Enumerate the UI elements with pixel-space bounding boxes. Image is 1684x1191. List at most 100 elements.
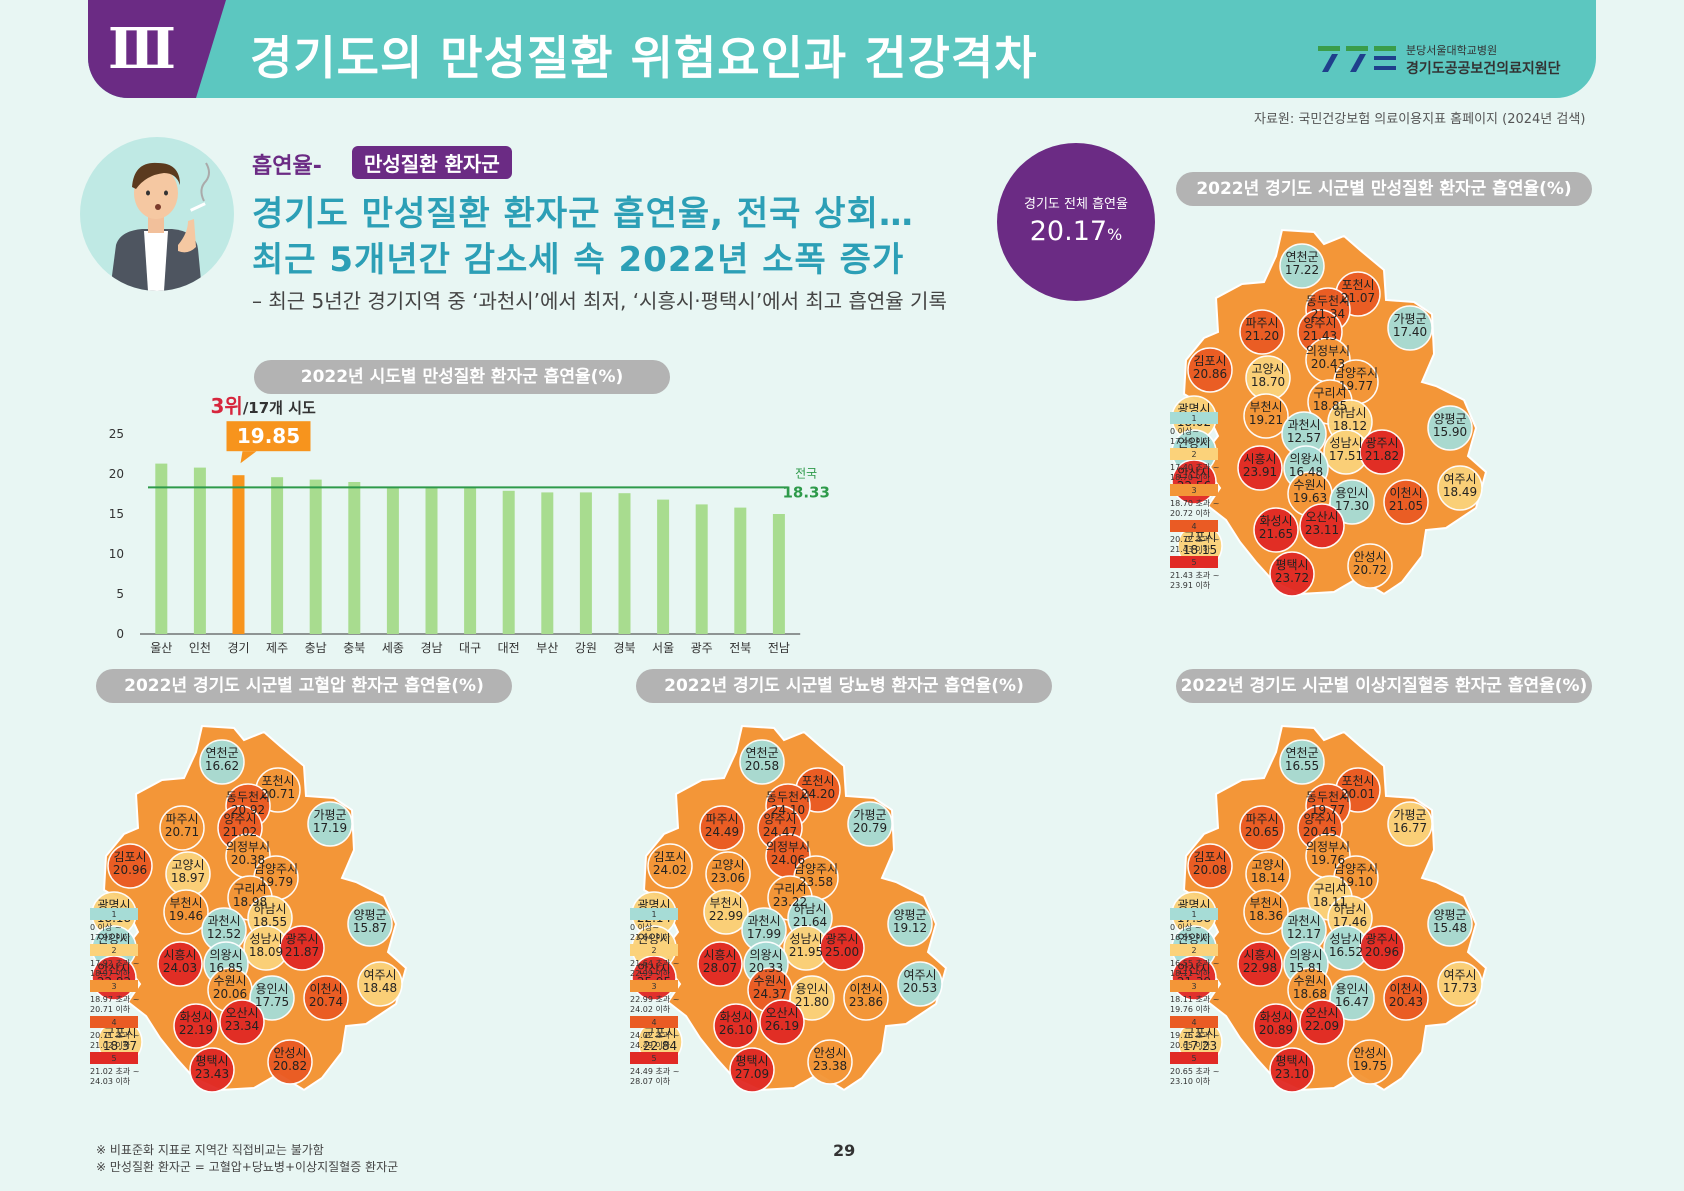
- headline-line-2: 최근 5개년간 감소세 속 2022년 소폭 증가: [252, 240, 905, 280]
- region-name: 포천시: [1341, 277, 1374, 292]
- region-오산시: [1299, 503, 1345, 549]
- bar-대구: [464, 487, 477, 634]
- x-tick-label: 전북: [729, 641, 751, 655]
- x-tick-label: 광주: [691, 641, 713, 655]
- bar-강원: [579, 492, 592, 634]
- region-value: 20.53: [903, 981, 937, 995]
- region-value: 28.07: [703, 961, 737, 975]
- topic-badge: 만성질환 환자군: [352, 146, 512, 179]
- region-name: 화성시: [179, 1010, 212, 1024]
- region-value: 24.10: [771, 803, 805, 817]
- legend-range: 17.92 초과 ~: [90, 959, 139, 968]
- bar-서울: [657, 499, 670, 634]
- region-광주시: [1359, 429, 1405, 475]
- legend-class: 1: [1191, 414, 1196, 423]
- y-tick-label: 5: [116, 587, 124, 601]
- y-tick-label: 0: [116, 627, 124, 641]
- region-name: 군포시: [643, 1026, 676, 1040]
- region-오산시: [759, 999, 805, 1045]
- legend-range: 16.55 이하: [1170, 932, 1211, 942]
- region-value: 18.97: [171, 871, 205, 885]
- region-광주시: [1359, 925, 1405, 971]
- legend-range: 17.40 이하: [1170, 436, 1211, 446]
- x-tick-label: 충북: [343, 641, 365, 655]
- region-김포시: [1187, 347, 1233, 393]
- region-name: 수원시: [753, 974, 786, 988]
- region-name: 수원시: [213, 974, 246, 988]
- region-name: 김포시: [653, 850, 686, 864]
- region-value: 16.47: [1335, 995, 1369, 1009]
- region-name: 시흥시: [703, 948, 736, 962]
- legend-class: 4: [651, 1018, 656, 1027]
- region-용인시: [789, 975, 835, 1021]
- region-name: 구리시: [773, 882, 806, 896]
- region-value: 17.46: [1333, 915, 1367, 929]
- region-양평군: [347, 901, 393, 947]
- region-value: 15.81: [1289, 961, 1323, 975]
- map-legend: 1 0 이상~17.40 이하 2 17.40 초과 ~18.70 이하 3 18.70 …: [1170, 412, 1219, 590]
- region-name: 여주시: [1443, 968, 1476, 982]
- region-value: 16.52: [1329, 945, 1363, 959]
- rank-value-box: [226, 421, 311, 452]
- x-tick-label: 대전: [498, 641, 520, 655]
- region-name: 평택시: [1275, 1054, 1308, 1068]
- region-name: 이천시: [309, 981, 342, 996]
- region-안성시: [1347, 543, 1393, 589]
- region-value: 18.12: [1333, 419, 1367, 433]
- map-diabetes: 연천군20.58포천시24.20동두천시24.10파주시24.49양주시24.4…: [630, 724, 948, 1093]
- legend-range: 17.40 초과 ~: [1170, 463, 1219, 472]
- region-name: 양평군: [353, 908, 386, 922]
- region-name: 용인시: [1335, 486, 1368, 500]
- legend-range: 20.72 초과 ~: [1170, 535, 1219, 544]
- legend-range: 24.02 초과 ~: [630, 1031, 679, 1040]
- region-value: 24.49: [705, 825, 739, 839]
- legend-swatch: [630, 980, 678, 992]
- y-tick-label: 10: [109, 547, 124, 561]
- region-오산시: [1299, 999, 1345, 1045]
- bar-전남: [772, 514, 785, 634]
- region-name: 양주시: [223, 812, 256, 826]
- bar-chart-title: 2022년 시도별 만성질환 환자군 흡연율(%): [254, 360, 670, 394]
- legend-range: 23.91 이하: [1170, 580, 1211, 590]
- region-name: 파주시: [1245, 316, 1278, 330]
- region-name: 안산시: [97, 962, 130, 976]
- region-name: 의정부시: [226, 840, 270, 854]
- region-용인시: [249, 975, 295, 1021]
- region-name: 양평군: [1433, 908, 1466, 922]
- legend-range: 20.71 이하: [90, 1004, 131, 1014]
- region-value: 20.43: [1389, 995, 1423, 1009]
- region-value: 21.20: [1245, 329, 1279, 343]
- region-value: 20.92: [231, 803, 265, 817]
- map-legend: 1 0 이상 ~16.55 이하 2 16.55 초과 ~18.11 이하 3 18.11…: [1170, 908, 1219, 1086]
- region-name: 안성시: [1353, 1046, 1386, 1060]
- map-regions: 연천군17.22포천시21.07동두천시21.34파주시21.20양주시21.4…: [1171, 228, 1488, 597]
- region-value: 18.85: [1313, 399, 1347, 413]
- legend-range: 0 이상~: [1170, 426, 1199, 436]
- region-value: 17.22: [1285, 263, 1319, 277]
- region-value: 20.89: [1259, 1023, 1293, 1037]
- region-평택시: [1269, 1047, 1315, 1093]
- x-tick-label: 제주: [266, 641, 288, 655]
- region-value: 21.80: [795, 995, 829, 1009]
- map-chronic: 연천군17.22포천시21.07동두천시21.34파주시21.20양주시21.4…: [1170, 228, 1488, 597]
- region-value: 18.15: [1183, 543, 1217, 557]
- region-name: 광주시: [285, 932, 318, 946]
- region-name: 연천군: [1285, 249, 1318, 264]
- region-화성시: [1253, 1003, 1299, 1049]
- region-value: 23.10: [1275, 1067, 1309, 1081]
- region-name: 양주시: [1303, 316, 1336, 330]
- region-value: 20.01: [1341, 787, 1375, 801]
- region-name: 안산시: [1177, 962, 1210, 976]
- region-화성시: [173, 1003, 219, 1049]
- region-name: 이천시: [1389, 485, 1422, 500]
- region-value: 20.86: [1193, 367, 1227, 381]
- region-name: 연천군: [745, 745, 778, 760]
- region-value: 21.95: [789, 945, 823, 959]
- map-title-chronic: 2022년 경기도 시군별 만성질환 환자군 흡연율(%): [1176, 172, 1592, 206]
- legend-range: 21.64 이하: [630, 932, 671, 942]
- region-value: 24.47: [763, 825, 797, 839]
- legend-swatch: [90, 980, 138, 992]
- legend-swatch: [630, 944, 678, 956]
- region-name: 의왕시: [1289, 452, 1322, 466]
- region-name: 남양주시: [1334, 366, 1378, 380]
